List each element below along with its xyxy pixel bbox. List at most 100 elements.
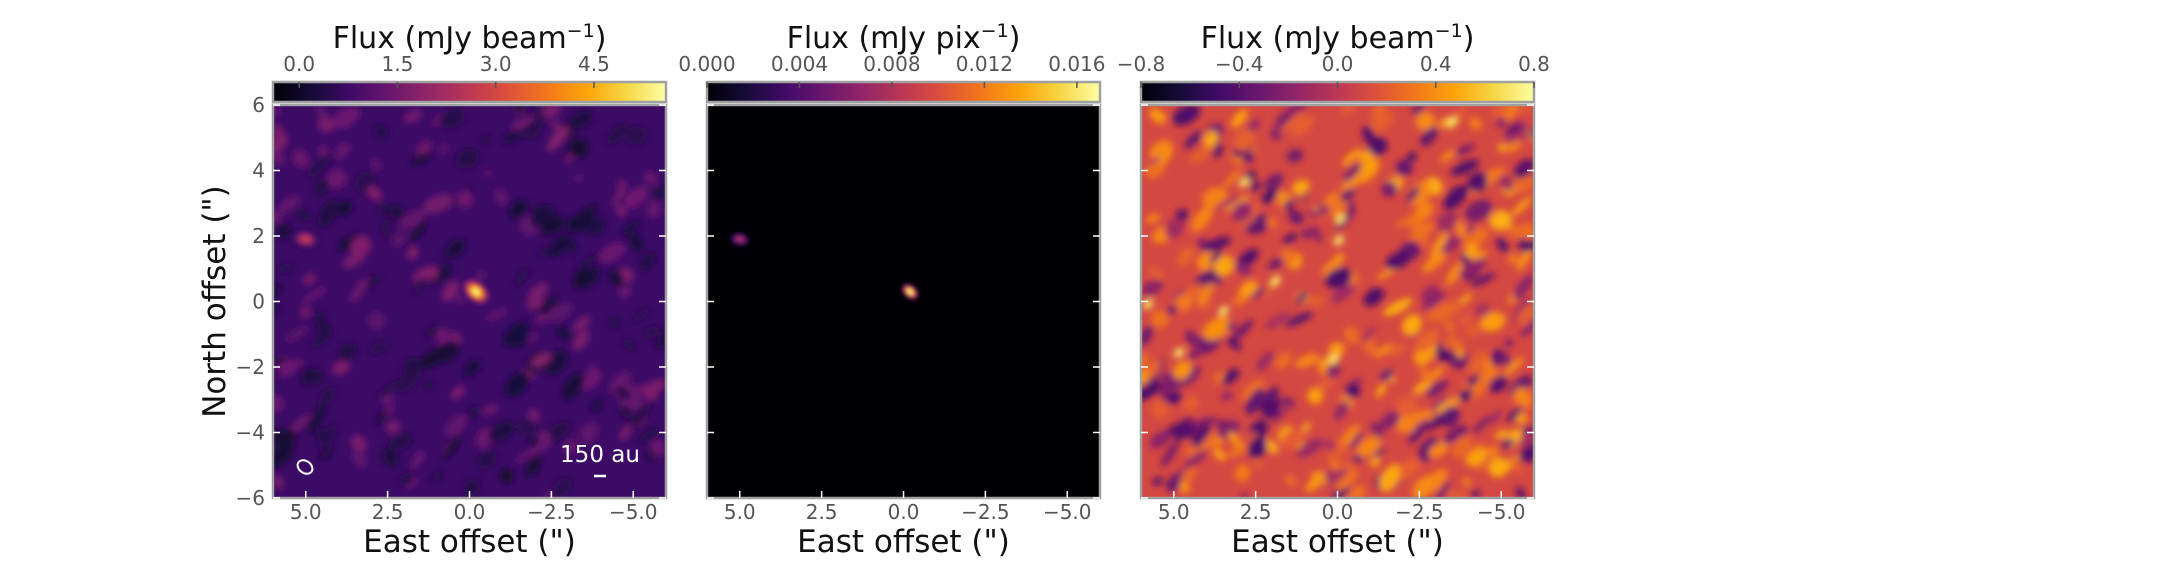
noise-mark <box>1488 375 1508 393</box>
noise-mark <box>1342 148 1362 166</box>
noise-mark <box>1340 187 1355 202</box>
noise-mark <box>1159 377 1170 386</box>
noise-mark <box>649 439 666 456</box>
noise-mark <box>1281 429 1303 450</box>
noise-mark <box>1296 438 1324 458</box>
noise-mark <box>1513 274 1534 300</box>
noise-mark <box>643 385 659 401</box>
noise-mark <box>1190 425 1210 451</box>
noise-mark <box>1297 291 1307 305</box>
noise-mark <box>623 337 635 352</box>
noise-mark <box>396 368 421 393</box>
noise-mark <box>1227 431 1242 447</box>
x-tick-label: −5.0 <box>1477 500 1526 524</box>
noise-mark <box>527 408 541 422</box>
noise-mark <box>1499 175 1515 191</box>
noise-mark <box>1165 391 1183 405</box>
noise-mark <box>1519 443 1534 464</box>
noise-mark <box>527 332 538 344</box>
noise-mark <box>1141 369 1150 386</box>
noise-mark <box>274 222 292 240</box>
noise-mark <box>1452 341 1464 351</box>
noise-mark <box>1165 217 1185 240</box>
noise-peak <box>1333 235 1344 246</box>
noise-mark <box>1490 107 1504 120</box>
noise-mark <box>398 472 414 486</box>
noise-mark <box>1440 406 1460 428</box>
noise-mark <box>439 106 466 130</box>
noise-mark <box>331 360 351 375</box>
noise-mark <box>1420 126 1438 147</box>
colorbar-middle: 0.000 0.004 0.008 0.012 0.016 Flux (mJy pix−… <box>678 20 1106 104</box>
noise-mark <box>1370 456 1381 468</box>
noise-mark <box>373 124 389 139</box>
noise-mark <box>1464 199 1493 222</box>
noise-mark <box>387 432 413 452</box>
noise-mark <box>1224 169 1241 188</box>
y-ticks: 6 4 2 0 −2 −4 −6 <box>236 93 666 510</box>
noise-mark <box>277 263 294 274</box>
noise-mark <box>332 106 360 129</box>
colorbar-title: Flux (mJy beam−1) <box>1201 20 1475 56</box>
noise-mark <box>530 353 552 368</box>
noise-mark <box>652 186 666 201</box>
noise-mark <box>611 182 628 208</box>
noise-mark <box>1412 475 1434 498</box>
noise-mark <box>307 405 326 432</box>
noise-mark <box>424 324 439 339</box>
noise-mark <box>412 265 439 283</box>
noise-mark <box>1467 172 1488 192</box>
x-tick-label: −2.5 <box>961 500 1010 524</box>
noise-mark <box>481 134 490 144</box>
noise-mark <box>1467 374 1480 387</box>
noise-mark <box>526 297 544 310</box>
noise-mark <box>273 355 288 365</box>
noise-mark <box>1361 325 1376 343</box>
x-tick-label: 0.0 <box>888 500 920 524</box>
noise-mark <box>273 150 285 166</box>
noise-mark <box>319 448 334 460</box>
noise-mark <box>503 322 530 347</box>
noise-mark <box>273 428 296 448</box>
noise-mark <box>307 153 333 177</box>
noise-mark <box>1422 252 1447 273</box>
noise-mark <box>1444 320 1454 331</box>
panel-left: 0.0 1.5 3.0 4.5 Flux (mJy beam−1) 150 au 5.… <box>197 20 668 560</box>
noise-mark <box>1442 330 1457 350</box>
noise-mark <box>1195 432 1217 458</box>
noise-mark <box>644 325 659 340</box>
noise-mark <box>1451 435 1473 459</box>
noise-mark <box>1455 221 1467 238</box>
noise-mark <box>527 283 549 302</box>
noise-mark <box>1209 250 1223 264</box>
noise-mark <box>1383 298 1412 317</box>
noise-mark <box>1373 343 1393 358</box>
noise-mark <box>444 239 466 259</box>
noise-mark <box>1506 223 1524 239</box>
noise-mark <box>1175 294 1193 312</box>
noise-mark <box>334 142 351 160</box>
noise-peak <box>1334 213 1346 224</box>
colorbar-tick-label: 0.0 <box>283 52 315 76</box>
noise-mark <box>1406 186 1420 203</box>
noise-mark <box>1250 181 1262 192</box>
noise-mark <box>1504 356 1524 376</box>
noise-mark <box>1270 127 1283 141</box>
noise-mark <box>562 373 584 400</box>
noise-mark <box>1149 430 1173 449</box>
noise-mark <box>1196 282 1215 306</box>
noise-mark <box>1409 220 1434 241</box>
noise-mark <box>640 252 655 271</box>
noise-mark <box>1234 261 1252 276</box>
noise-mark <box>1506 406 1522 423</box>
colorbar-title: Flux (mJy pix−1) <box>787 20 1021 56</box>
noise-mark <box>443 342 460 363</box>
noise-mark <box>430 468 444 484</box>
noise-mark <box>1255 351 1274 372</box>
noise-mark <box>301 286 328 304</box>
noise-mark <box>483 169 492 177</box>
noise-mark <box>623 186 649 209</box>
noise-mark <box>1370 421 1384 439</box>
noise-mark <box>1333 400 1350 421</box>
noise-mark <box>1172 360 1192 380</box>
